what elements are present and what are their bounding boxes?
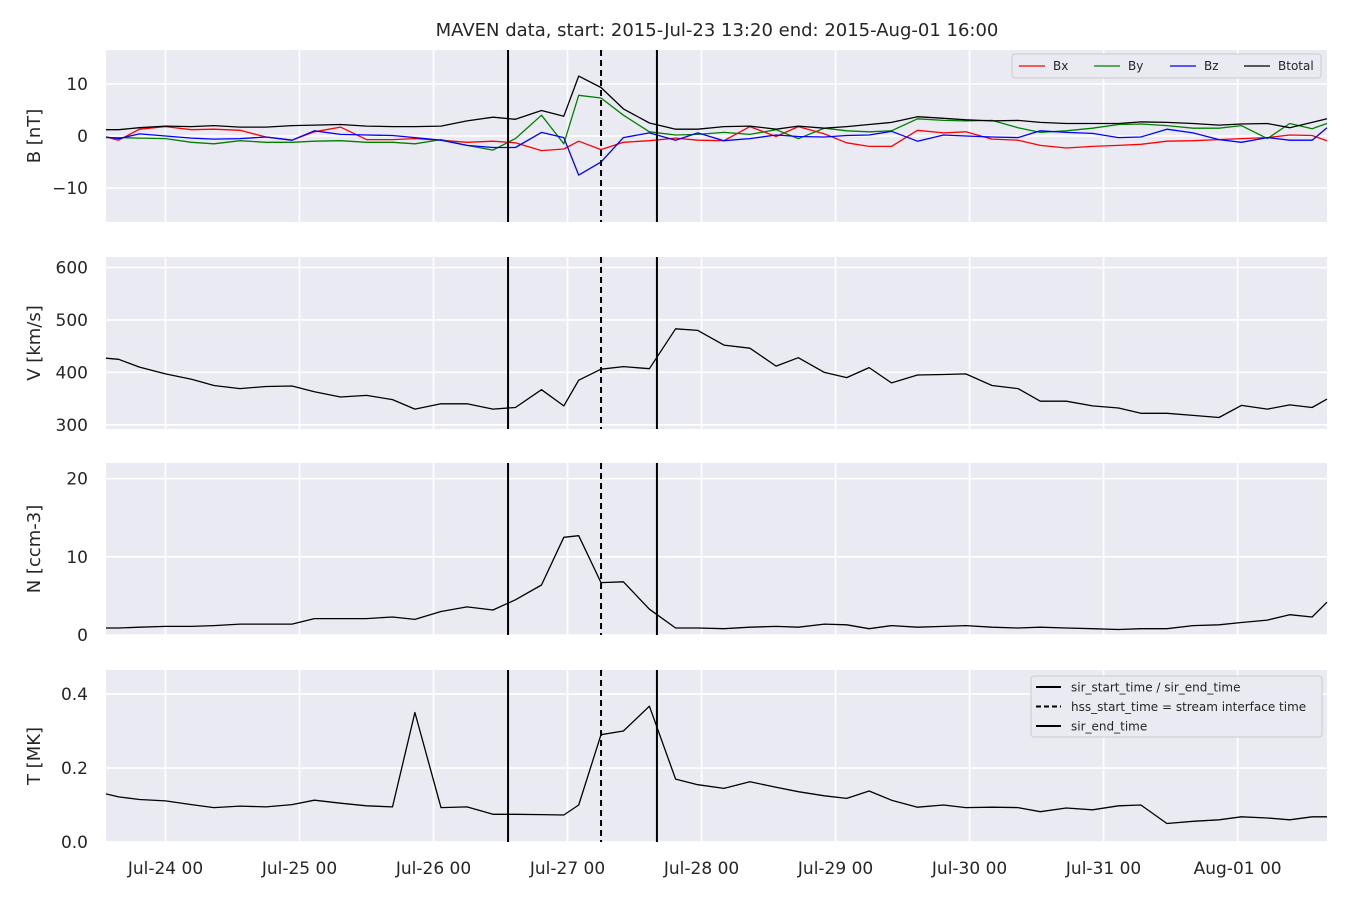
legend-label-btotal: Btotal bbox=[1278, 59, 1314, 73]
legend-label-bz: Bz bbox=[1204, 59, 1219, 73]
x-tick-label: Jul-28 00 bbox=[663, 859, 739, 879]
plot-area bbox=[106, 257, 1327, 429]
y-axis-label: V [km/s] bbox=[24, 305, 45, 380]
series-line-data bbox=[106, 535, 1328, 631]
legend-label-bx: Bx bbox=[1053, 59, 1068, 73]
legend-label-1: sir_start_time / sir_end_time bbox=[1071, 681, 1241, 695]
legend-label-by: By bbox=[1128, 59, 1143, 73]
x-tick-label: Jul-27 00 bbox=[529, 859, 605, 879]
legend-box bbox=[1011, 53, 1322, 79]
x-tick-label: Jul-26 00 bbox=[395, 859, 471, 879]
series-line-data bbox=[105, 328, 1328, 419]
x-tick-label: Jul-29 00 bbox=[797, 859, 873, 879]
y-tick-label: 600 bbox=[56, 258, 88, 278]
y-tick-label: 500 bbox=[56, 311, 88, 331]
legend-label-3: sir_end_time bbox=[1071, 720, 1147, 734]
y-tick-label: 10 bbox=[66, 75, 88, 95]
series-line-data bbox=[105, 705, 1327, 825]
y-tick-label: 0.0 bbox=[61, 833, 88, 853]
panel-1: −10 0 10 B [nT] Bx By Bz Btotal bbox=[24, 50, 1328, 222]
y-axis-label: N [ccm-3] bbox=[24, 505, 45, 594]
panel-4: 0.0 0.2 0.4 T [MK] sir_start_time / sir_end_… bbox=[24, 670, 1327, 853]
x-tick-label: Jul-30 00 bbox=[931, 859, 1007, 879]
y-tick-label: 300 bbox=[56, 416, 88, 436]
figure-title: MAVEN data, start: 2015-Jul-23 13:20 end… bbox=[436, 20, 999, 41]
y-tick-label: 400 bbox=[56, 363, 88, 383]
x-tick-label: Jul-24 00 bbox=[127, 859, 203, 879]
y-tick-label: 10 bbox=[66, 548, 88, 568]
plot-area bbox=[106, 463, 1327, 635]
series-line-btotal bbox=[106, 75, 1328, 131]
y-tick-label: 0.2 bbox=[61, 759, 88, 779]
legend-box bbox=[1030, 675, 1323, 738]
x-tick-label: Aug-01 00 bbox=[1194, 859, 1282, 879]
y-tick-label: 0.4 bbox=[61, 685, 88, 705]
y-tick-label: −10 bbox=[52, 179, 88, 199]
y-tick-label: 20 bbox=[66, 470, 88, 490]
series-line-bz bbox=[105, 127, 1328, 176]
x-tick-label: Jul-31 00 bbox=[1065, 859, 1141, 879]
series-line-by bbox=[106, 94, 1328, 151]
legend-label-2: hss_start_time = stream interface time bbox=[1071, 700, 1306, 714]
y-tick-label: 0 bbox=[77, 127, 88, 147]
y-tick-label: 0 bbox=[77, 626, 88, 646]
x-tick-label: Jul-25 00 bbox=[261, 859, 337, 879]
panel-2: 300 400 500 600 V [km/s] bbox=[24, 257, 1328, 436]
panel-3: 0 10 20 N [ccm-3] bbox=[24, 463, 1328, 646]
y-axis-label: B [nT] bbox=[24, 109, 45, 164]
y-axis-label: T [MK] bbox=[24, 727, 45, 786]
